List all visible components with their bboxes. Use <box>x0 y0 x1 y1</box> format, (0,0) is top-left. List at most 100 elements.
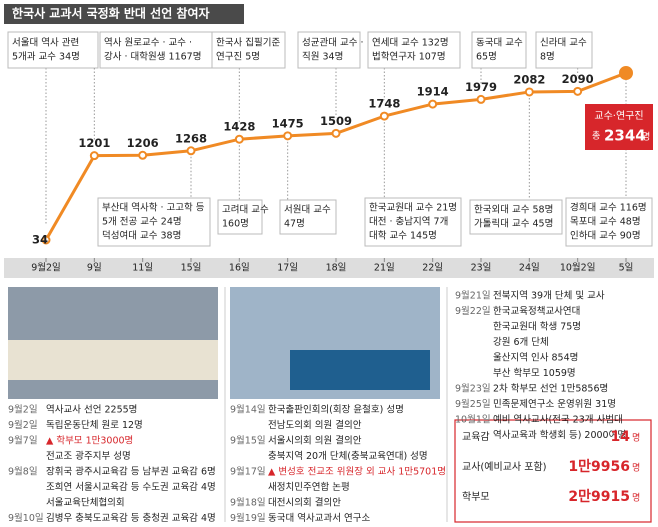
photo-banner <box>290 350 430 390</box>
marker <box>331 128 341 138</box>
annotation-box <box>99 31 213 69</box>
summary-value: 2만9915 <box>568 489 630 505</box>
annotation-text: 역사 원로교수 · 교수 · <box>104 38 192 49</box>
marker <box>283 131 293 141</box>
annotation-text: 목포대 교수 48명 <box>570 217 641 228</box>
summary-unit: 명 <box>632 493 640 504</box>
summary-value: 14 <box>611 429 631 445</box>
data-label: 1509 <box>320 114 352 128</box>
annotation-box <box>469 199 563 235</box>
annotation-text: 대전 · 충남지역 7개 <box>369 217 448 228</box>
data-label: 1914 <box>417 85 449 99</box>
entry-date: 9월23일 <box>455 383 491 395</box>
annotation-text: 가톨릭대 교수 45명 <box>474 218 553 230</box>
x-tick-label: 16일 <box>229 263 250 274</box>
entry-text: 서울교육단체협의회 <box>46 497 125 509</box>
entry-text: 역사교사 선언 2255명 <box>46 404 137 416</box>
summary-unit: 명 <box>632 463 640 474</box>
annotation-text: 법학연구자 107명 <box>372 52 446 63</box>
photo-banner <box>8 340 218 380</box>
x-tick-label: 24일 <box>519 263 540 274</box>
entry-text: 한국교육정책교사연대 <box>493 306 580 317</box>
annotation-box <box>97 197 211 247</box>
annotation-text: 서원대 교수 <box>284 205 331 216</box>
entry-text: 전남도의회 의원 결의안 <box>268 420 362 431</box>
annotation-box <box>217 199 263 235</box>
entry-date: 9월25일 <box>455 398 491 410</box>
summary-unit: 명 <box>632 433 640 444</box>
x-tick-label: 17일 <box>277 263 298 274</box>
entry-text: ▲ 학부모 1만3000명 <box>46 436 133 447</box>
annotation-box <box>471 31 527 69</box>
annotation-text: 성균관대 교수 · <box>302 38 364 49</box>
marker <box>41 235 51 245</box>
annotation-text: 강사 · 대학원생 1167명 <box>104 52 201 63</box>
entry-date: 9월10일 <box>8 512 44 524</box>
entry-text: 대전시의회 결의안 <box>268 498 341 509</box>
data-label: 1201 <box>78 136 110 150</box>
annotation-box <box>211 31 286 69</box>
entry-text: 역사교육과 학생회 등) 2000여명 <box>493 429 626 441</box>
annotation-text: 고려대 교수 <box>222 204 269 216</box>
annotation-text: 한국교원대 교수 21명 <box>369 203 457 214</box>
annotation-text: 서울대 역사 관련 <box>12 38 79 49</box>
marker <box>138 150 148 160</box>
entry-text: 예비 역사교사(전국 23개 사범대 <box>493 415 623 426</box>
x-tick-label: 23일 <box>471 263 492 274</box>
x-tick-label: 9월2일 <box>31 262 61 274</box>
entry-text: 새정치민주연합 논평 <box>268 481 350 493</box>
entry-text: 독립운동단체 원로 12명 <box>46 419 143 431</box>
entry-text: 장휘국 광주시교육감 등 남부권 교육감 6명 <box>46 466 216 478</box>
entry-date: 9월19일 <box>230 512 266 524</box>
entry-date: 9월2일 <box>8 419 38 431</box>
annotation-text: 47명 <box>284 219 305 230</box>
entry-text: 2차 학부모 선언 1만5856명 <box>493 383 608 395</box>
annotation-box <box>279 199 337 235</box>
data-label: 34 <box>32 233 48 247</box>
annotation-text: 대학 교수 145명 <box>369 231 437 242</box>
data-label: 1475 <box>272 116 304 130</box>
annotation-text: 한국외대 교수 58명 <box>474 204 553 216</box>
entry-text: 김병우 충북도교육감 등 충청권 교육감 4명 <box>46 512 216 524</box>
marker <box>234 134 244 144</box>
summary-label: 교육감 <box>462 431 490 443</box>
axis-band <box>4 258 654 278</box>
x-tick-label: 22일 <box>422 263 443 274</box>
annotation-text: 덕성여대 교수 38명 <box>102 230 181 242</box>
x-tick-label: 10월2일 <box>560 262 596 274</box>
annotation-box <box>364 197 462 247</box>
annotation-text: 5개과 교수 34명 <box>12 52 80 63</box>
data-label: 1206 <box>127 136 159 150</box>
annotation-text: 동국대 교수 <box>476 38 523 49</box>
annotation-text: 한국사 집필기준 <box>216 37 280 49</box>
marker <box>428 99 438 109</box>
annotation-text: 부산대 역사학 · 고고학 등 <box>102 203 205 214</box>
entry-text: 한국교원대 학생 75명 <box>493 322 581 333</box>
callout-title: 교수·연구진 <box>594 110 643 122</box>
annotation-text: 65명 <box>476 52 497 63</box>
entry-text: ▲ 변성호 전교조 위원장 외 교사 1만5701명 <box>268 466 446 478</box>
annotation-text: 경희대 교수 116명 <box>570 202 647 214</box>
annotation-text: 신라대 교수 <box>540 38 587 49</box>
x-tick-label: 9일 <box>87 263 102 274</box>
entry-date: 9월2일 <box>8 404 38 416</box>
annotation-text: 직원 34명 <box>302 52 343 63</box>
entry-text: 한국출판인회의(회장 윤철호) 성명 <box>268 405 404 416</box>
entry-text: 전북지역 39개 단체 및 교사 <box>493 290 605 302</box>
data-label: 1268 <box>175 131 207 145</box>
marker <box>186 146 196 156</box>
callout-prefix: 총 <box>592 131 600 142</box>
x-tick-label: 15일 <box>181 263 202 274</box>
summary-box <box>454 419 652 523</box>
summary-label: 교사(예비교사 포함) <box>462 461 547 473</box>
summary-label: 학부모 <box>462 491 490 503</box>
entry-text: 조희연 서울시교육감 등 수도권 교육감 4명 <box>46 481 216 493</box>
annotation-text: 인하대 교수 90명 <box>570 230 641 242</box>
data-label: 1428 <box>223 120 255 134</box>
entry-date: 10월1일 <box>455 414 491 426</box>
chart-title: 한국사 교과서 국정화 반대 선언 참여자 <box>12 6 210 21</box>
data-label: 1748 <box>368 97 400 111</box>
entry-text: 부산 학부모 1059명 <box>493 368 576 379</box>
marker <box>573 86 583 96</box>
